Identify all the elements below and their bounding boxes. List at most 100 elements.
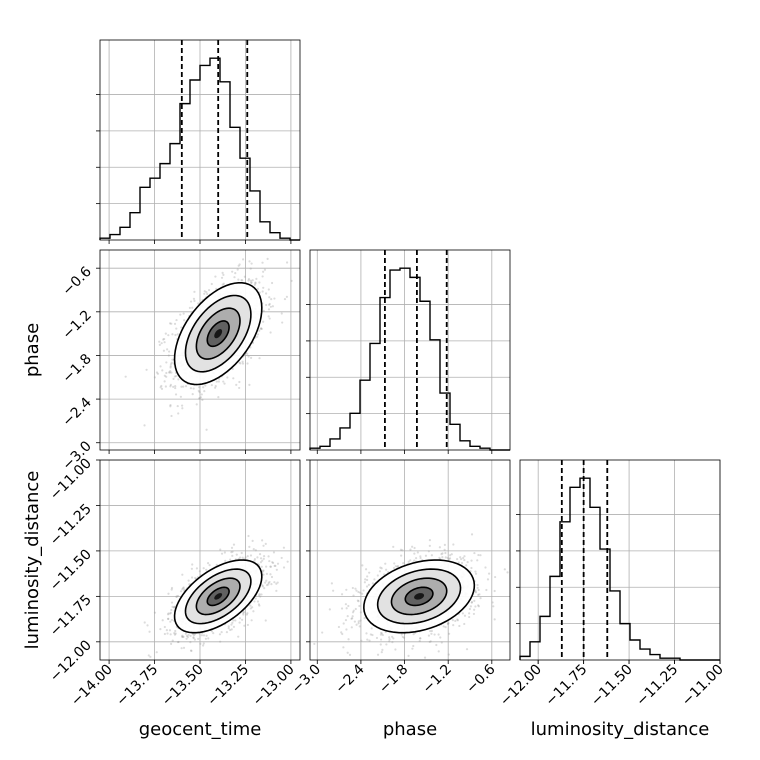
x-tick-label: −1.2	[420, 662, 455, 697]
sample-point	[254, 597, 257, 600]
sample-point	[195, 567, 199, 570]
sample-point	[167, 371, 171, 374]
density-phase-vs-geocent-time	[99, 249, 301, 451]
sample-point	[223, 382, 226, 385]
sample-point	[193, 299, 196, 302]
sample-point	[366, 575, 369, 578]
sample-point	[357, 622, 360, 625]
sample-point	[272, 561, 275, 565]
sample-point	[241, 556, 244, 559]
sample-point	[258, 357, 261, 360]
sample-point	[479, 554, 482, 557]
y-tick-label: −1.8	[59, 351, 94, 386]
sample-point	[477, 588, 480, 592]
sample-point	[193, 638, 196, 641]
sample-point	[470, 600, 474, 604]
sample-point	[170, 414, 173, 418]
sample-point	[161, 369, 164, 372]
sample-point	[355, 623, 358, 626]
sample-point	[332, 589, 335, 592]
sample-point	[484, 566, 487, 569]
sample-point	[435, 643, 438, 647]
sample-point	[330, 582, 333, 585]
density-fill-level-4	[214, 329, 223, 339]
sample-point	[438, 546, 441, 549]
sample-point	[177, 640, 180, 644]
sample-point	[243, 275, 246, 278]
sample-point	[470, 533, 474, 536]
sample-point	[159, 365, 162, 368]
sample-point	[439, 636, 442, 639]
sample-point	[419, 637, 422, 640]
contour-line-0	[173, 281, 263, 386]
sample-point	[459, 556, 462, 559]
sample-point	[170, 371, 173, 374]
sample-point	[184, 632, 187, 635]
x-tick-label: −13.75	[113, 662, 161, 710]
sample-point	[273, 581, 276, 584]
sample-point	[215, 563, 218, 566]
sample-point	[253, 283, 256, 286]
sample-point	[267, 555, 270, 558]
sample-point	[462, 556, 465, 560]
sample-point	[241, 279, 244, 282]
contour-line-1	[376, 568, 462, 625]
sample-point	[187, 579, 190, 582]
sample-point	[258, 604, 261, 607]
sample-point	[384, 562, 387, 565]
sample-point	[250, 281, 253, 284]
sample-point	[204, 637, 207, 640]
sample-point	[474, 605, 477, 608]
sample-point	[430, 629, 434, 633]
sample-point	[172, 606, 176, 609]
sample-point	[437, 650, 440, 653]
sample-point	[221, 283, 224, 286]
sample-point	[232, 625, 236, 628]
sample-point	[173, 606, 176, 609]
sample-point	[411, 545, 414, 548]
sample-point	[172, 385, 175, 388]
density-fill-level-4	[414, 593, 425, 600]
sample-point	[169, 612, 172, 615]
sample-point	[463, 622, 466, 626]
sample-point	[407, 654, 410, 657]
sample-point	[192, 636, 195, 640]
sample-point	[261, 569, 264, 572]
sample-point	[149, 655, 152, 658]
sample-point	[192, 297, 196, 300]
sample-point	[237, 635, 240, 638]
sample-point	[227, 625, 230, 628]
sample-point	[265, 584, 269, 587]
sample-point	[254, 549, 257, 552]
sample-point	[456, 557, 459, 561]
sample-point	[153, 611, 157, 614]
sample-point	[218, 633, 222, 636]
density-fill-level-4	[214, 593, 223, 600]
sample-point	[238, 380, 241, 384]
sample-point	[270, 583, 273, 586]
sample-point	[430, 632, 433, 635]
sample-point	[247, 278, 251, 281]
sample-point	[414, 556, 418, 560]
sample-point	[180, 385, 183, 388]
sample-point	[205, 291, 208, 294]
sample-point	[219, 640, 222, 643]
sample-point	[189, 640, 192, 644]
sample-point	[237, 264, 240, 267]
sample-point	[409, 559, 412, 562]
sample-point	[246, 352, 249, 355]
sample-point	[261, 261, 264, 264]
sample-point	[352, 609, 355, 612]
sample-point	[401, 635, 404, 639]
sample-point	[262, 309, 265, 312]
sample-point	[250, 619, 253, 622]
sample-point	[175, 318, 178, 322]
sample-point	[163, 374, 166, 377]
sample-point	[242, 610, 246, 614]
sample-point	[273, 297, 276, 300]
sample-point	[255, 277, 258, 280]
sample-point	[259, 595, 262, 598]
sample-point	[447, 622, 450, 625]
sample-point	[487, 572, 491, 575]
x-tick-label: −11.75	[543, 662, 591, 710]
